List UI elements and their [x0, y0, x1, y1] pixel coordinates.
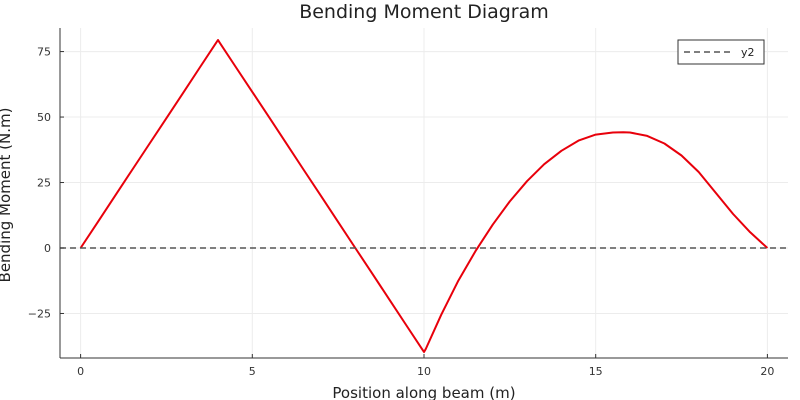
x-axis-title: Position along beam (m) [332, 384, 515, 400]
tick-labels: 0 5 10 15 20 −25 0 25 50 75 [28, 46, 775, 378]
bending-moment-curve [79, 39, 769, 353]
legend: y2 [677, 39, 765, 65]
x-tick-label: 10 [417, 365, 431, 378]
y-tick-label: 75 [37, 46, 51, 59]
x-tick-label: 0 [77, 365, 84, 378]
chart-title: Bending Moment Diagram [299, 1, 549, 23]
y-tick-label: 0 [44, 242, 51, 255]
x-tick-label: 15 [589, 365, 603, 378]
legend-label-y2: y2 [741, 46, 755, 59]
y-axis-title: Bending Moment (N.m) [0, 108, 14, 283]
x-tick-label: 20 [760, 365, 774, 378]
x-tick-label: 5 [249, 365, 256, 378]
legend-box [677, 39, 765, 65]
y-tick-label: 50 [37, 111, 51, 124]
y-tick-label: 25 [37, 177, 51, 190]
y-tick-label: −25 [28, 307, 51, 320]
series-layer [60, 39, 788, 353]
grid [60, 28, 788, 358]
